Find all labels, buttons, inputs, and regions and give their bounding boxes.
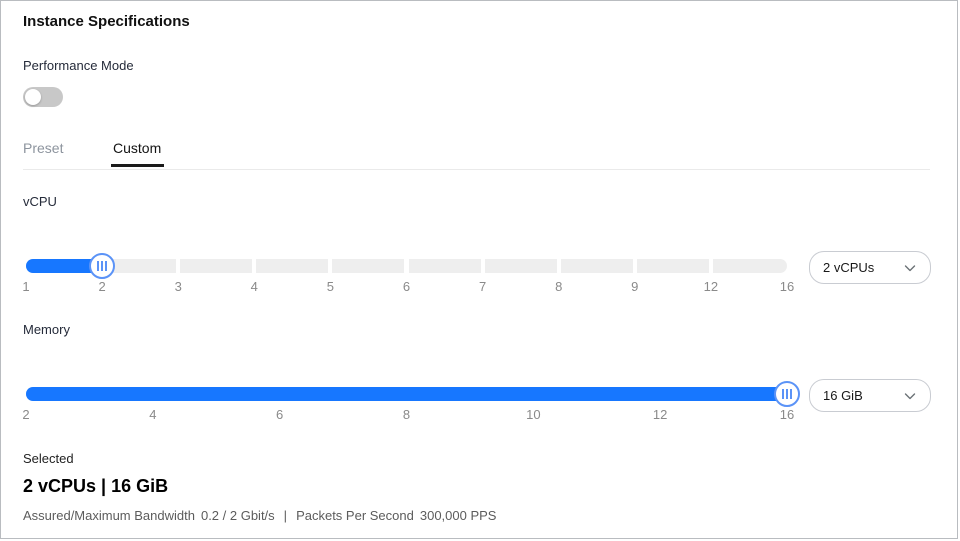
slider-tick-label: 7 — [478, 279, 487, 294]
slider-track-segment[interactable] — [256, 259, 329, 273]
tabs-divider — [23, 169, 930, 170]
slider-tick-label: 6 — [402, 279, 411, 294]
vcpu-dropdown-value: 2 vCPUs — [823, 260, 875, 275]
slider-fill — [26, 387, 787, 401]
memory-label: Memory — [23, 322, 70, 337]
slider-tick-label: 4 — [250, 279, 258, 294]
pps-value: 300,000 PPS — [419, 508, 497, 523]
tab-custom[interactable]: Custom — [113, 140, 162, 156]
slider-tick-label: 8 — [555, 279, 563, 294]
slider-track-segment[interactable] — [332, 259, 405, 273]
memory-slider-track[interactable] — [26, 381, 800, 407]
tab-preset[interactable]: Preset — [23, 140, 64, 156]
slider-tick-label: 12 — [652, 407, 668, 422]
separator: | — [283, 508, 288, 523]
slider-tick-label: 2 — [98, 279, 106, 294]
vcpu-slider-tick-labels: 1 2 3 4 5 6 7 8 9 12 16 — [22, 279, 794, 295]
bandwidth-label: Assured/Maximum Bandwidth — [23, 508, 195, 523]
bandwidth-info: Assured/Maximum Bandwidth 0.2 / 2 Gbit/s |… — [23, 508, 496, 523]
slider-tick-label: 9 — [631, 279, 639, 294]
vcpu-slider: 1 2 3 4 5 6 7 8 9 12 16 — [22, 247, 794, 297]
slider-tick-label: 2 — [22, 407, 30, 422]
slider-track-segment[interactable] — [180, 259, 253, 273]
slider-handle[interactable] — [89, 253, 116, 279]
slider-handle[interactable] — [774, 381, 800, 407]
pps-label: Packets Per Second — [296, 508, 414, 523]
performance-mode-toggle[interactable] — [23, 87, 63, 107]
slider-track-segment[interactable] — [104, 259, 177, 273]
slider-tick-label: 16 — [779, 407, 795, 422]
bandwidth-value: 0.2 / 2 Gbit/s — [200, 508, 275, 523]
memory-slider-tick-labels: 2 4 6 8 10 12 16 — [22, 407, 794, 423]
selected-label: Selected — [23, 451, 74, 466]
active-tab-indicator — [111, 164, 164, 167]
slider-tick-label: 16 — [779, 279, 795, 294]
slider-track-segment[interactable] — [560, 259, 633, 273]
slider-track-segment[interactable] — [712, 259, 787, 273]
slider-tick-label: 4 — [149, 407, 157, 422]
performance-mode-label: Performance Mode — [23, 58, 134, 73]
slider-track-segment[interactable] — [636, 259, 709, 273]
chevron-down-icon — [904, 264, 916, 271]
slider-tick-label: 1 — [22, 279, 30, 294]
selected-summary: 2 vCPUs | 16 GiB — [23, 476, 169, 496]
slider-tick-label: 3 — [174, 279, 182, 294]
slider-tick-label: 6 — [276, 407, 284, 422]
slider-fill — [26, 259, 103, 273]
memory-dropdown-value: 16 GiB — [823, 388, 863, 403]
vcpu-label: vCPU — [23, 194, 57, 209]
slider-tick-label: 10 — [526, 407, 541, 422]
vcpu-slider-track[interactable] — [26, 253, 787, 279]
vcpu-dropdown[interactable]: 2 vCPUs — [809, 251, 931, 284]
slider-track-segment[interactable] — [484, 259, 557, 273]
memory-slider: 2 4 6 8 10 12 16 — [22, 375, 800, 425]
panel-title: Instance Specifications — [23, 13, 190, 30]
slider-tick-label: 5 — [326, 279, 335, 294]
chevron-down-icon — [904, 392, 916, 399]
slider-tick-label: 8 — [402, 407, 411, 422]
slider-track-segment[interactable] — [408, 259, 481, 273]
memory-dropdown[interactable]: 16 GiB — [809, 379, 931, 412]
toggle-knob-icon — [25, 89, 41, 105]
slider-tick-label: 12 — [703, 279, 719, 294]
